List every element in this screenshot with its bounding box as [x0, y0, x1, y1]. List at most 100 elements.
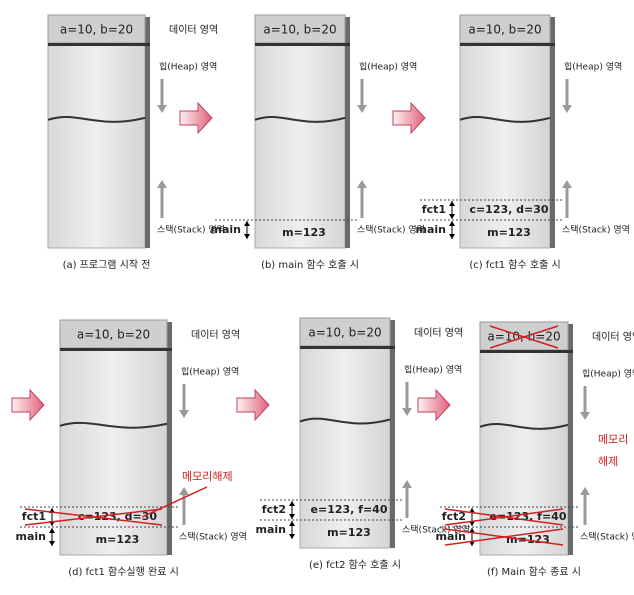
stack-arrow-head — [562, 180, 572, 188]
data-area-text: a=10, b=20 — [308, 326, 381, 340]
data-divider — [60, 348, 172, 351]
panel-caption: (b) main 함수 호출 시 — [261, 259, 359, 271]
heap-wave — [47, 115, 146, 123]
stack-label: 스택(Stack) 영역 — [357, 225, 425, 236]
stack-arrow-head — [402, 480, 412, 488]
heap-label: 힙(Heap) 영역 — [404, 365, 462, 376]
panel-caption: (a) 프로그램 시작 전 — [63, 259, 151, 271]
stack-label: 스택(Stack) 영역 — [562, 225, 630, 236]
step-arrow — [236, 388, 270, 422]
frame-content: m=123 — [96, 533, 140, 546]
block-edge — [568, 324, 573, 555]
data-area-label: 데이터 영역 — [191, 329, 240, 341]
data-divider — [480, 350, 573, 353]
data-box — [47, 14, 146, 44]
heap-label: 힙(Heap) 영역 — [359, 62, 417, 73]
frame-name: fct1 — [22, 510, 46, 523]
block-edge — [167, 322, 172, 555]
memory-block — [299, 317, 391, 549]
release-note: 메모리 — [598, 433, 628, 446]
heap-arrow-head — [157, 105, 167, 113]
stack-arrow-head — [157, 180, 167, 188]
stack-arrow-head — [179, 487, 189, 495]
data-area-text: a=10, b=20 — [77, 328, 150, 342]
heap-label: 힙(Heap) 영역 — [582, 369, 634, 380]
heap-arrow-head — [179, 410, 189, 418]
frame-name: main — [16, 530, 47, 543]
frame-span-head — [49, 528, 55, 546]
frame-content: c=123, d=30 — [78, 510, 157, 523]
data-box — [59, 319, 168, 349]
heap-wave — [254, 115, 346, 123]
heap-label: 힙(Heap) 영역 — [564, 62, 622, 73]
memory-block — [459, 14, 551, 249]
block-edge — [550, 17, 555, 248]
frame-name: main — [416, 223, 447, 236]
free-cross — [24, 508, 163, 526]
data-box — [479, 321, 569, 351]
data-area-label: 데이터 영역 — [169, 24, 218, 36]
panel-caption: (d) fct1 함수실행 완료 시 — [68, 566, 179, 578]
memory-block — [254, 14, 346, 249]
free-cross — [444, 508, 564, 526]
data-area-text: a=10, b=20 — [60, 23, 133, 37]
stack-arrow-head — [580, 487, 590, 495]
frame-content: c=123, d=30 — [469, 203, 548, 216]
heap-arrow-head — [562, 105, 572, 113]
heap-wave — [479, 422, 569, 430]
frame-span-head — [449, 221, 455, 239]
panel-caption: (c) fct1 함수 호출 시 — [469, 259, 560, 271]
frame-name: main — [436, 530, 467, 543]
block-edge — [390, 320, 395, 548]
release-note: 해제 — [598, 454, 618, 468]
data-area-label: 데이터 영역 — [414, 327, 463, 339]
heap-wave — [299, 417, 391, 425]
frame-span-head — [449, 201, 455, 219]
free-cross — [444, 528, 564, 546]
stack-label: 스택(Stack) 영역 — [157, 225, 225, 236]
frame-name: main — [256, 523, 287, 536]
block-edge — [345, 17, 350, 248]
memory-block — [47, 14, 146, 249]
data-divider — [255, 43, 350, 46]
frame-span-head — [289, 501, 295, 519]
heap-arrow-head — [357, 105, 367, 113]
frame-content: m=123 — [327, 526, 371, 539]
frame-content: m=123 — [487, 226, 531, 239]
frame-name: main — [211, 223, 242, 236]
heap-arrow-head — [402, 408, 412, 416]
heap-arrow-head — [580, 412, 590, 420]
frame-span-head — [289, 521, 295, 539]
frame-name: fct1 — [422, 203, 446, 216]
frame-content: e=123, f=40 — [311, 503, 388, 516]
step-arrow — [11, 388, 45, 422]
frame-content: m=123 — [282, 226, 326, 239]
release-note: 메모리해제 — [182, 469, 233, 483]
stack-arrow-head — [357, 180, 367, 188]
heap-wave — [59, 421, 168, 429]
stack-label: 스택(Stack) 영역 — [179, 532, 247, 543]
heap-wave — [459, 115, 551, 123]
panel-caption: (e) fct2 함수 호출 시 — [309, 559, 401, 571]
data-divider — [300, 346, 395, 349]
frame-name: fct2 — [262, 503, 286, 516]
data-area-label: 데이터 영역 — [592, 331, 634, 343]
panel-caption: (f) Main 함수 종료 시 — [487, 566, 581, 578]
stack-label: 스택(Stack) 영역 — [580, 532, 634, 543]
heap-label: 힙(Heap) 영역 — [159, 62, 217, 73]
free-cross — [489, 325, 559, 349]
frame-span-head — [244, 221, 250, 239]
data-box — [254, 14, 346, 44]
data-area-text: a=10, b=20 — [468, 23, 541, 37]
frame-name: fct2 — [442, 510, 466, 523]
data-divider — [48, 43, 150, 46]
step-arrow — [417, 388, 451, 422]
data-area-text: a=10, b=20 — [263, 23, 336, 37]
data-divider — [460, 43, 555, 46]
frame-content: e=123, f=40 — [490, 510, 567, 523]
heap-label: 힙(Heap) 영역 — [181, 367, 239, 378]
stack-label: 스택(Stack) 영역 — [402, 525, 470, 536]
step-arrow — [179, 101, 213, 135]
block-edge — [145, 17, 150, 248]
